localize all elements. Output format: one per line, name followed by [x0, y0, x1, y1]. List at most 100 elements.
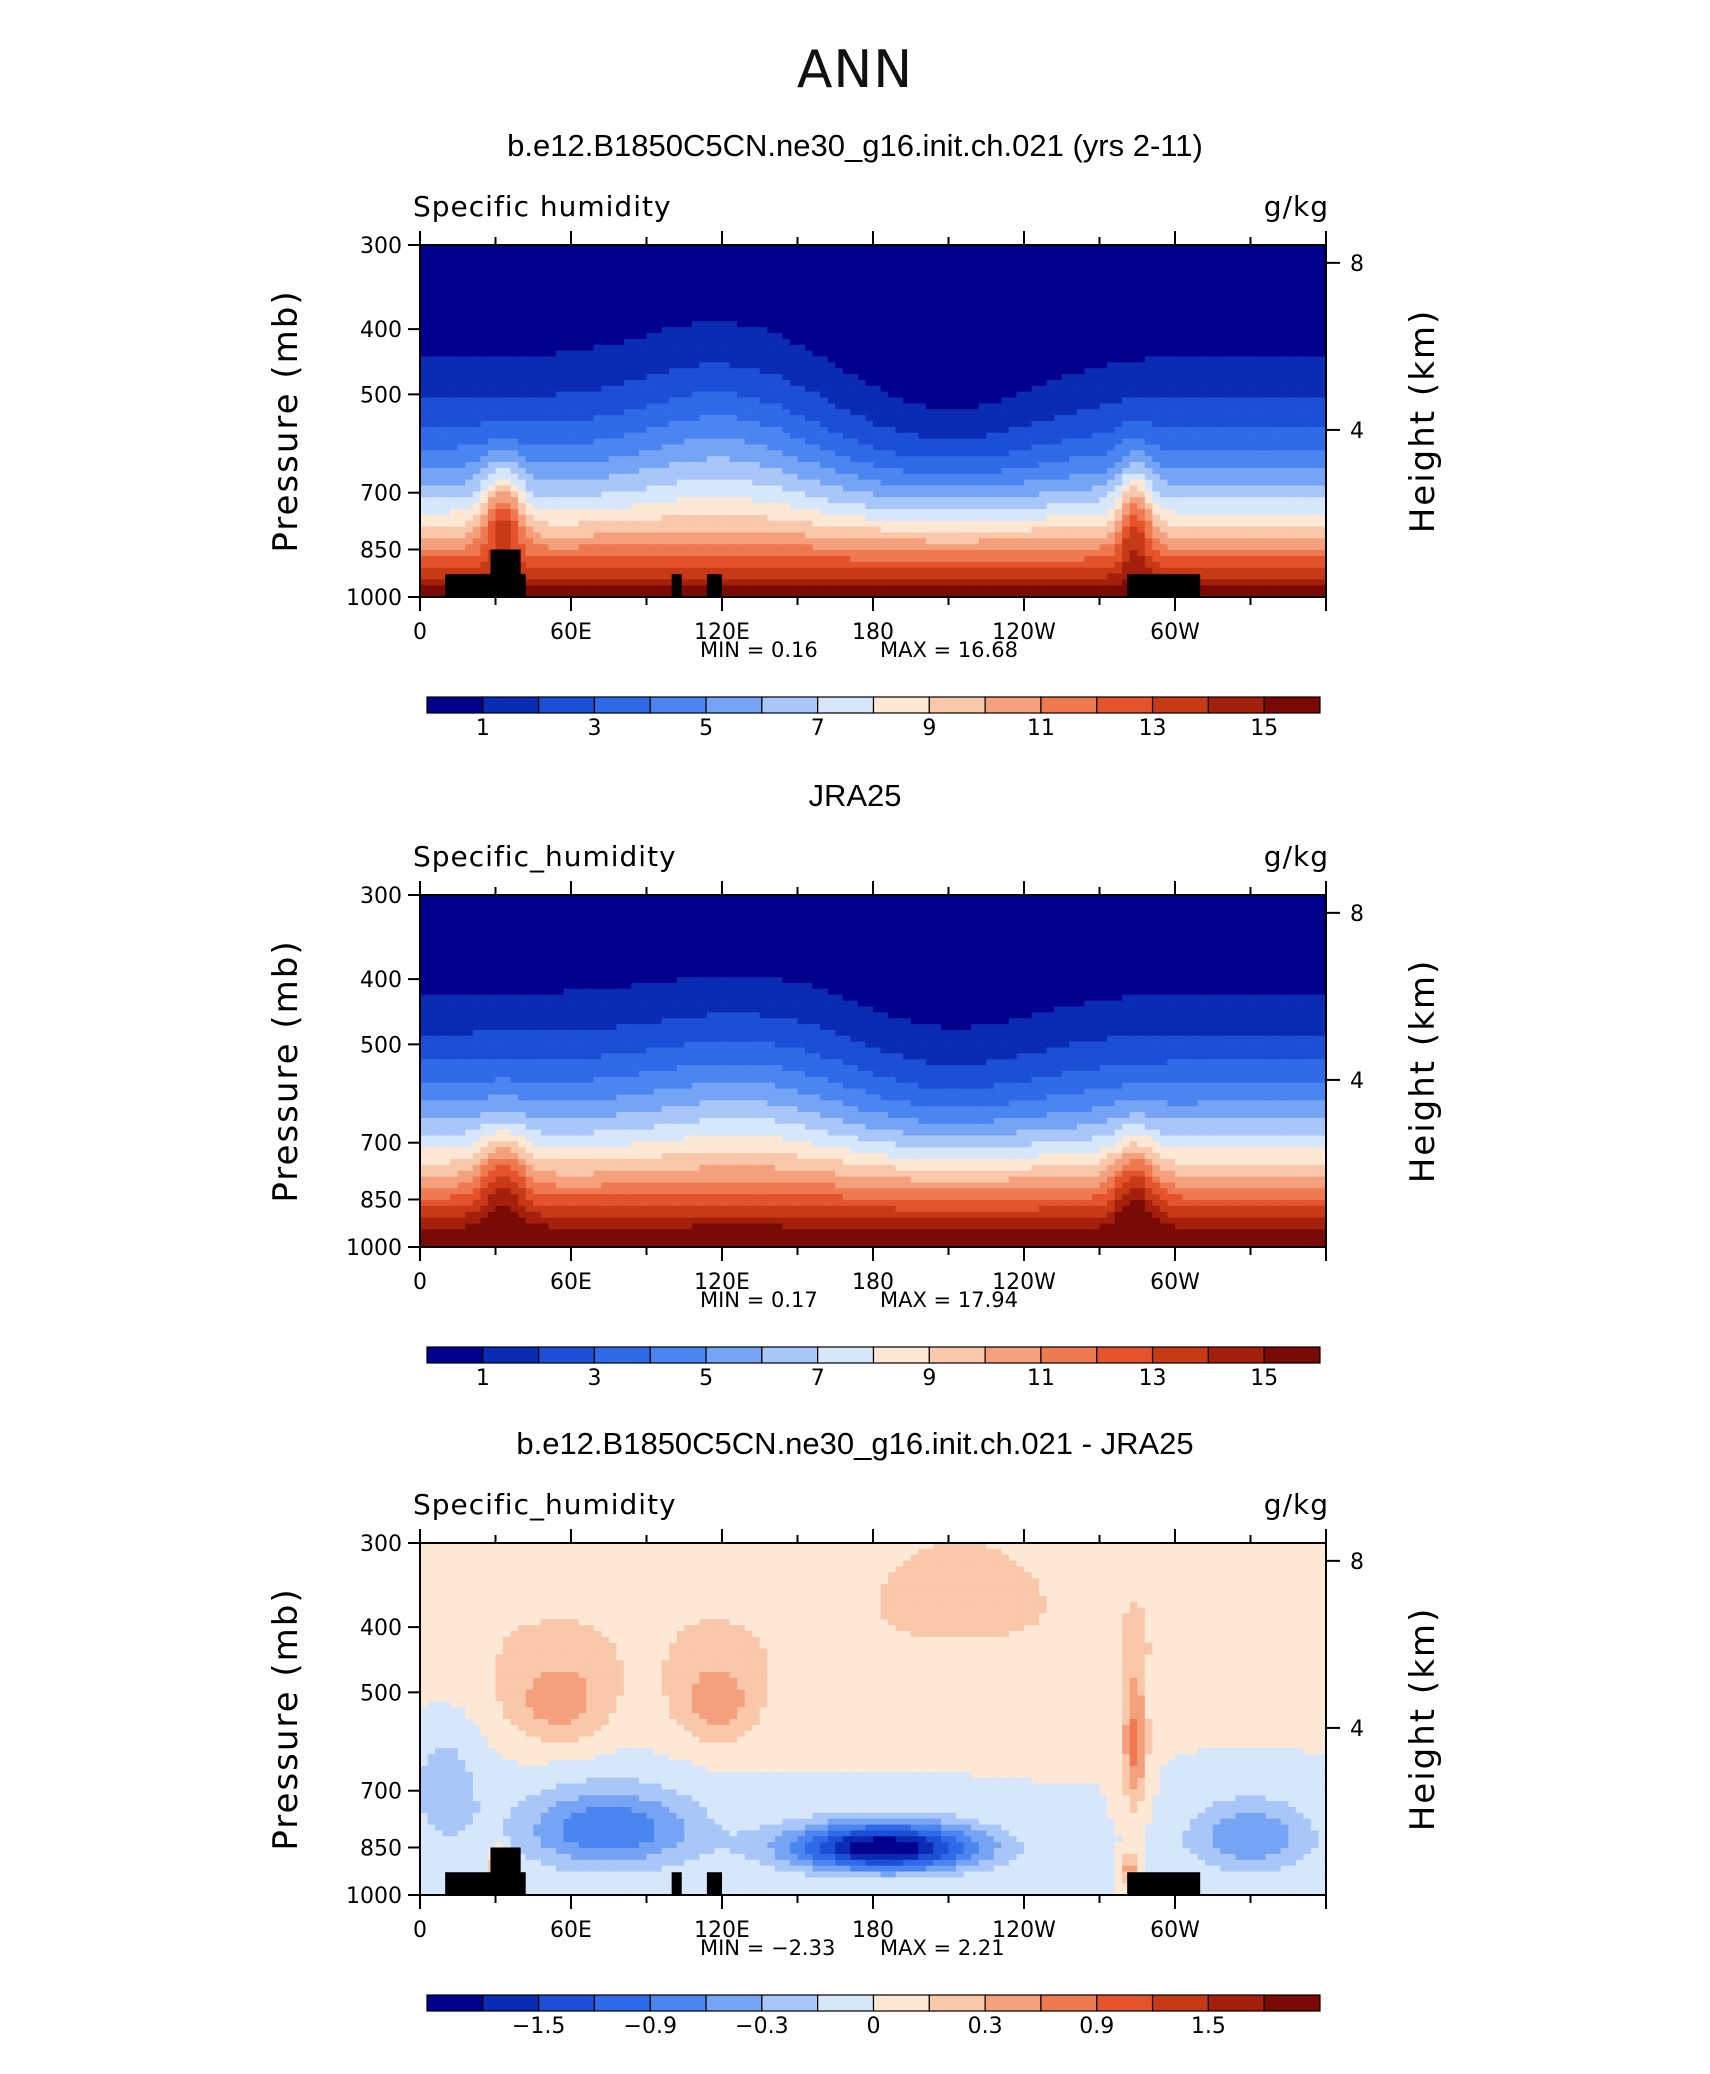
heatmap-cell — [1280, 297, 1289, 305]
heatmap-cell — [1258, 391, 1267, 399]
heatmap-cell — [933, 391, 942, 399]
heatmap-cell — [714, 374, 723, 381]
heatmap-cell — [699, 450, 708, 457]
heatmap-cell — [495, 280, 504, 287]
heatmap-cell — [971, 268, 980, 275]
heatmap-cell — [518, 467, 527, 475]
heatmap-cell — [918, 385, 927, 393]
heatmap-cell — [759, 467, 768, 475]
heatmap-cell — [835, 391, 844, 399]
heatmap-cell — [503, 315, 512, 322]
heatmap-cell — [1182, 444, 1191, 451]
heatmap-cell — [956, 379, 965, 387]
heatmap-cell — [699, 315, 708, 322]
heatmap-cell — [623, 438, 632, 446]
heatmap-cell — [1031, 280, 1040, 287]
heatmap-cell — [744, 268, 753, 275]
heatmap-cell — [699, 432, 708, 440]
heatmap-cell — [797, 350, 806, 358]
heatmap-cell — [910, 473, 919, 481]
heatmap-cell — [1303, 262, 1312, 270]
heatmap-cell — [465, 268, 474, 275]
heatmap-cell — [1031, 250, 1040, 258]
heatmap-cell — [518, 462, 527, 469]
heatmap-cell — [631, 256, 640, 264]
heatmap-cell — [714, 303, 723, 311]
heatmap-cell — [631, 444, 640, 451]
heatmap-cell — [457, 250, 466, 258]
heatmap-cell — [812, 274, 821, 281]
heatmap-cell — [1242, 262, 1252, 270]
heatmap-cell — [782, 421, 791, 428]
heatmap-cell — [1280, 479, 1289, 487]
heatmap-cell — [880, 256, 889, 264]
heatmap-cell — [1250, 321, 1259, 328]
heatmap-cell — [933, 274, 942, 281]
heatmap-cell — [1250, 479, 1259, 487]
heatmap-cell — [986, 385, 995, 393]
heatmap-cell — [1076, 397, 1085, 404]
heatmap-cell — [797, 333, 806, 340]
heatmap-cell — [812, 415, 821, 422]
heatmap-cell — [1197, 362, 1206, 369]
heatmap-cell — [420, 426, 429, 434]
heatmap-cell — [1258, 444, 1267, 451]
heatmap-cell — [1114, 262, 1123, 270]
heatmap-cell — [956, 262, 965, 270]
heatmap-cell — [480, 397, 489, 404]
heatmap-cell — [654, 274, 663, 281]
heatmap-cell — [986, 321, 995, 328]
heatmap-cell — [435, 379, 444, 387]
heatmap-cell — [616, 297, 625, 305]
heatmap-cell — [993, 362, 1002, 369]
heatmap-cell — [782, 432, 791, 440]
heatmap-cell — [427, 350, 436, 358]
heatmap-cell — [888, 303, 897, 311]
heatmap-cell — [1061, 327, 1070, 334]
heatmap-cell — [737, 397, 746, 404]
heatmap-cell — [827, 350, 836, 358]
variable-label: Specific humidity — [413, 190, 672, 223]
heatmap-cell — [782, 467, 791, 475]
heatmap-cell — [895, 403, 904, 410]
heatmap-cell — [1258, 421, 1267, 428]
heatmap-cell — [616, 344, 625, 352]
heatmap-cell — [722, 391, 731, 399]
heatmap-cell — [865, 409, 874, 416]
heatmap-cell — [1258, 368, 1267, 375]
heatmap-cell — [993, 391, 1002, 399]
heatmap-cell — [638, 385, 648, 393]
heatmap-cell — [1031, 479, 1040, 487]
heatmap-cell — [1318, 432, 1327, 440]
heatmap-cell — [857, 250, 867, 258]
heatmap-cell — [1046, 415, 1055, 422]
heatmap-cell — [1016, 421, 1025, 428]
heatmap-cell — [774, 385, 783, 393]
heatmap-cell — [1008, 421, 1018, 428]
heatmap-cell — [1212, 462, 1221, 469]
heatmap-cell — [472, 297, 481, 305]
heatmap-cell — [1159, 321, 1169, 328]
heatmap-cell — [1175, 256, 1184, 264]
heatmap-cell — [465, 403, 474, 410]
heatmap-cell — [586, 479, 595, 487]
heatmap-cell — [1265, 350, 1274, 358]
heatmap-cell — [510, 291, 519, 299]
heatmap-cell — [480, 250, 489, 258]
heatmap-cell — [1024, 309, 1033, 316]
heatmap-cell — [699, 350, 708, 358]
heatmap-cell — [835, 333, 844, 340]
heatmap-cell — [910, 368, 919, 375]
heatmap-cell — [895, 421, 904, 428]
heatmap-cell — [1039, 403, 1048, 410]
heatmap-cell — [880, 274, 889, 281]
heatmap-cell — [1054, 362, 1063, 369]
heatmap-cell — [684, 338, 693, 346]
heatmap-cell — [1114, 473, 1123, 481]
heatmap-cell — [578, 362, 587, 369]
heatmap-cell — [1303, 479, 1312, 487]
heatmap-cell — [820, 250, 829, 258]
heatmap-cell — [933, 426, 942, 434]
heatmap-cell — [1190, 333, 1199, 340]
heatmap-cell — [503, 432, 512, 440]
